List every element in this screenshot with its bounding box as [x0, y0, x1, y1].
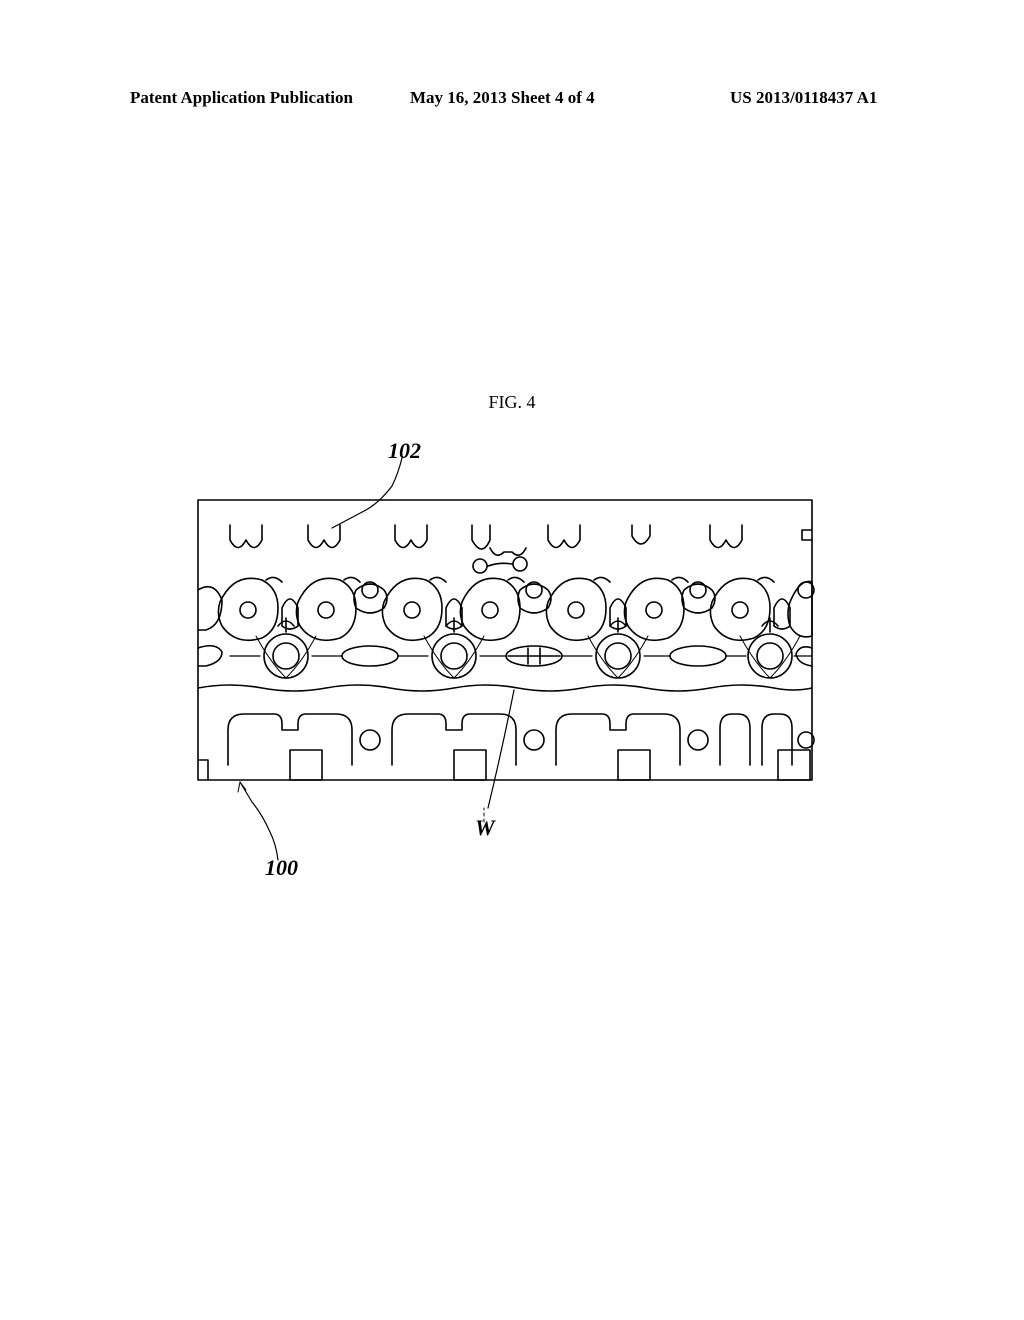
- inter-arch-1: [282, 599, 298, 629]
- port-3: [382, 577, 446, 640]
- top-arch-row: [230, 525, 742, 555]
- spacer-ell-3: [670, 646, 726, 666]
- top-arch-3: [395, 525, 427, 548]
- bore-2-outer: [432, 634, 476, 678]
- square-3: [618, 750, 650, 780]
- top-arch-4a: [472, 525, 490, 549]
- socket-4b: [762, 714, 792, 765]
- top-arch-2: [308, 525, 340, 548]
- bore-2-stem: [446, 618, 462, 632]
- port-6: [624, 577, 688, 640]
- cylinder-bore-row: [198, 618, 812, 678]
- bore-4-outer: [748, 634, 792, 678]
- top-small-hole-right: [513, 557, 527, 571]
- port-2: [296, 577, 360, 640]
- bore-3-outer: [596, 634, 640, 678]
- header-pub-number: US 2013/0118437 A1: [730, 88, 877, 108]
- parting-wave: [198, 685, 812, 691]
- bottom-circle-2: [524, 730, 544, 750]
- bore-1-stem: [278, 618, 294, 632]
- valve-port-row: [198, 577, 814, 640]
- figure-4: 102 W 100: [170, 430, 840, 870]
- square-4: [778, 750, 810, 780]
- bore-4-inner: [757, 643, 783, 669]
- leader-100: [240, 782, 278, 860]
- bore-3-stem: [610, 618, 626, 632]
- half-ell-left: [198, 646, 222, 666]
- top-arch-1: [230, 525, 262, 548]
- port-5: [546, 577, 610, 640]
- socket-4a: [720, 714, 750, 765]
- leader-w: [488, 690, 514, 808]
- engine-head-drawing: [170, 430, 840, 870]
- header-date-sheet: May 16, 2013 Sheet 4 of 4: [410, 88, 595, 108]
- left-bottom-notch: [198, 760, 208, 780]
- top-arch-7: [710, 525, 742, 548]
- right-notch: [802, 530, 812, 540]
- bottom-circle-1: [360, 730, 380, 750]
- bottom-row: [198, 714, 814, 780]
- port-4: [460, 577, 524, 640]
- top-small-hole-bridge: [488, 563, 512, 566]
- port-8: [788, 581, 814, 636]
- bore-1-inner: [273, 643, 299, 669]
- square-1: [290, 750, 322, 780]
- bottom-circle-3: [688, 730, 708, 750]
- square-2: [454, 750, 486, 780]
- leader-102: [332, 458, 402, 528]
- figure-caption: FIG. 4: [0, 392, 1024, 413]
- bore-1-outer: [264, 634, 308, 678]
- top-arch-5: [548, 525, 580, 548]
- bore-2-inner: [441, 643, 467, 669]
- port-1: [218, 577, 282, 640]
- top-small-hole-left: [473, 559, 487, 573]
- top-arch-6: [632, 525, 650, 544]
- top-arch-4b: [490, 548, 526, 555]
- spacer-ell-1: [342, 646, 398, 666]
- header-publication: Patent Application Publication: [130, 88, 353, 108]
- bore-3-inner: [605, 643, 631, 669]
- port-7: [710, 577, 774, 640]
